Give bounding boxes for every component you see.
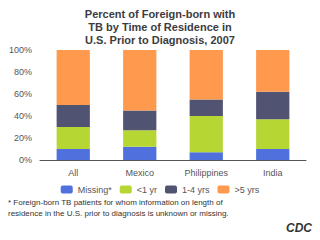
svg-text:80%: 80% [14,67,32,77]
svg-text:India: India [263,168,283,178]
svg-text:CDC: CDC [286,221,312,235]
svg-text:* Foreign-born TB patients for: * Foreign-born TB patients for whom info… [8,198,223,207]
svg-text:60%: 60% [14,89,32,99]
svg-text:>5 yrs: >5 yrs [235,185,260,195]
svg-text:1-4 yrs: 1-4 yrs [182,185,210,195]
svg-text:All: All [68,168,78,178]
svg-text:TB by Time of Residence in: TB by Time of Residence in [88,21,232,33]
svg-text:Mexico: Mexico [125,168,154,178]
svg-text:Percent of Foreign-born with: Percent of Foreign-born with [85,8,236,20]
svg-text:20%: 20% [14,133,32,143]
svg-text:40%: 40% [14,111,32,121]
svg-text:Philippines: Philippines [184,168,228,178]
svg-text:Missing*: Missing* [78,185,113,195]
svg-text:residence in the U.S. prior to: residence in the U.S. prior to diagnosis… [8,209,229,218]
svg-text:0%: 0% [19,155,32,165]
svg-text:<1 yr: <1 yr [137,185,157,195]
svg-text:100%: 100% [9,45,32,55]
svg-text:U.S. Prior to Diagnosis, 2007: U.S. Prior to Diagnosis, 2007 [85,34,235,46]
